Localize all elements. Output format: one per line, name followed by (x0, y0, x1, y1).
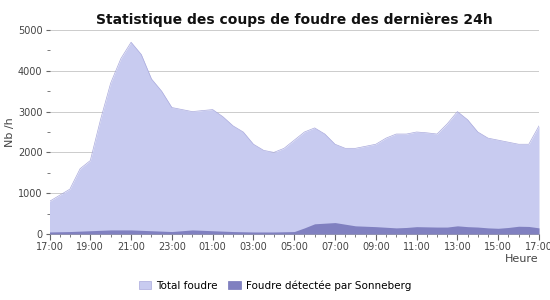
Y-axis label: Nb /h: Nb /h (5, 117, 15, 147)
Title: Statistique des coups de foudre des dernières 24h: Statistique des coups de foudre des dern… (96, 13, 493, 27)
Legend: Total foudre, Foudre détectée par Sonneberg: Total foudre, Foudre détectée par Sonneb… (135, 276, 415, 295)
X-axis label: Heure: Heure (505, 254, 539, 264)
